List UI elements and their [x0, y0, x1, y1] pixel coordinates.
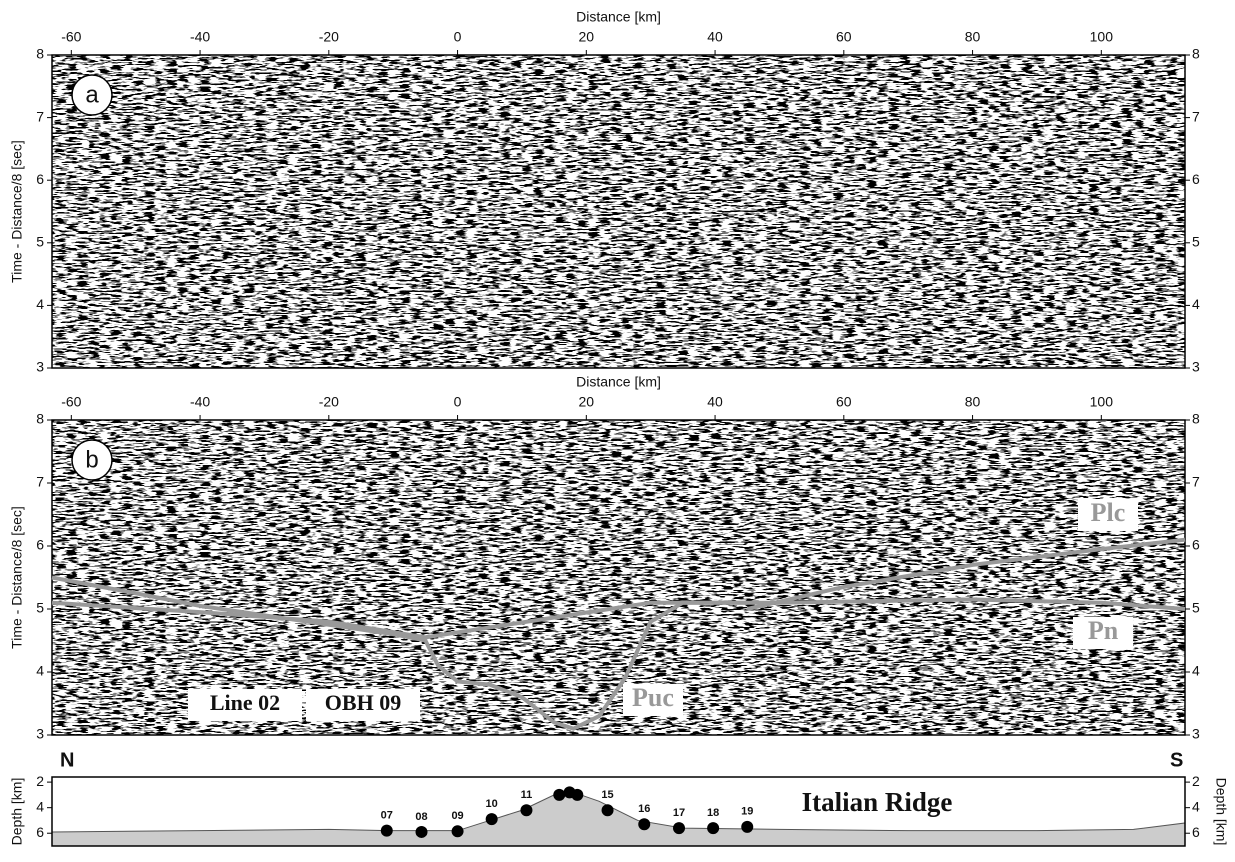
x-axis-label: Distance [km]	[576, 374, 661, 390]
y-axis-label: Depth [km]	[1213, 778, 1229, 846]
series-label: Plc	[1091, 498, 1126, 527]
obh-station	[520, 804, 532, 816]
x-tick-label: 100	[1090, 29, 1114, 45]
panel-label: b	[85, 446, 98, 473]
obh-station	[416, 826, 428, 838]
obh-station	[452, 825, 464, 837]
y-tick-label: 6	[36, 537, 44, 553]
y-tick-label: 5	[1192, 234, 1200, 250]
y-tick-label: 6	[36, 171, 44, 187]
y-tick-label: 8	[1192, 411, 1200, 427]
x-tick-label: 80	[965, 29, 981, 45]
y-tick-label: 7	[1192, 108, 1200, 124]
x-tick-label: 0	[454, 29, 462, 45]
x-tick-label: -40	[190, 394, 210, 410]
station-label: 15	[601, 789, 613, 801]
annotation: Line 02	[210, 690, 280, 715]
obh-station	[571, 789, 583, 801]
y-axis-label: Time - Distance/8 [sec]	[9, 140, 25, 283]
figure: Distance [km]-60-40-20020406080100aTime …	[0, 0, 1235, 862]
x-tick-label: 100	[1090, 394, 1114, 410]
y-tick-label: 5	[36, 234, 44, 250]
station-label: 07	[381, 810, 393, 822]
y-tick-label: 2	[1192, 773, 1200, 789]
station-label: 18	[707, 807, 719, 819]
x-tick-label: 0	[454, 394, 462, 410]
station-label: 08	[415, 811, 427, 823]
x-axis-label: Distance [km]	[576, 9, 661, 25]
y-tick-label: 5	[1192, 600, 1200, 616]
y-tick-label: 4	[36, 296, 44, 312]
y-tick-label: 8	[1192, 46, 1200, 62]
y-axis-label: Depth [km]	[9, 778, 25, 846]
obh-station	[741, 821, 753, 833]
y-tick-label: 7	[36, 108, 44, 124]
y-tick-label: 3	[1192, 359, 1200, 375]
y-tick-label: 7	[1192, 474, 1200, 490]
station-label: 17	[673, 807, 685, 819]
obh-station	[602, 804, 614, 816]
y-tick-label: 3	[36, 359, 44, 375]
x-tick-label: -40	[190, 29, 210, 45]
y-tick-label: 5	[36, 600, 44, 616]
y-tick-label: 6	[36, 824, 44, 840]
x-tick-label: -20	[319, 394, 339, 410]
y-tick-label: 3	[1192, 726, 1200, 742]
station-label: 11	[521, 789, 533, 801]
y-tick-label: 4	[36, 663, 44, 679]
x-tick-label: 80	[965, 394, 981, 410]
series-label: Pn	[1088, 616, 1119, 645]
y-tick-label: 3	[36, 726, 44, 742]
y-tick-label: 4	[1192, 798, 1200, 814]
annotation: N	[60, 749, 74, 771]
series-label: Puc	[632, 683, 674, 712]
x-tick-label: 60	[836, 394, 852, 410]
station-label: 19	[741, 806, 753, 818]
obh-station	[486, 813, 498, 825]
y-tick-label: 2	[36, 773, 44, 789]
obh-station	[638, 818, 650, 830]
obh-station	[553, 789, 565, 801]
y-tick-label: 4	[36, 798, 44, 814]
y-axis-label: Time - Distance/8 [sec]	[9, 506, 25, 649]
x-tick-label: -60	[61, 29, 81, 45]
y-tick-label: 6	[1192, 171, 1200, 187]
seismic-traces	[52, 55, 1185, 368]
x-tick-label: -20	[319, 29, 339, 45]
x-tick-label: 40	[707, 29, 723, 45]
obh-station	[707, 822, 719, 834]
y-tick-label: 6	[1192, 824, 1200, 840]
y-tick-label: 6	[1192, 537, 1200, 553]
station-label: 16	[638, 803, 650, 815]
y-tick-label: 8	[36, 46, 44, 62]
x-tick-label: -60	[61, 394, 81, 410]
x-tick-label: 20	[579, 29, 595, 45]
annotation: Italian Ridge	[802, 787, 953, 817]
panel-label: a	[85, 81, 99, 108]
y-tick-label: 4	[1192, 296, 1200, 312]
x-tick-label: 60	[836, 29, 852, 45]
station-label: 09	[451, 810, 463, 822]
annotation: S	[1170, 749, 1183, 771]
x-tick-label: 40	[707, 394, 723, 410]
y-tick-label: 7	[36, 474, 44, 490]
y-tick-label: 8	[36, 411, 44, 427]
y-tick-label: 4	[1192, 663, 1200, 679]
x-tick-label: 20	[579, 394, 595, 410]
annotation: OBH 09	[325, 690, 401, 715]
obh-station	[381, 825, 393, 837]
obh-station	[673, 822, 685, 834]
station-label: 10	[486, 798, 498, 810]
